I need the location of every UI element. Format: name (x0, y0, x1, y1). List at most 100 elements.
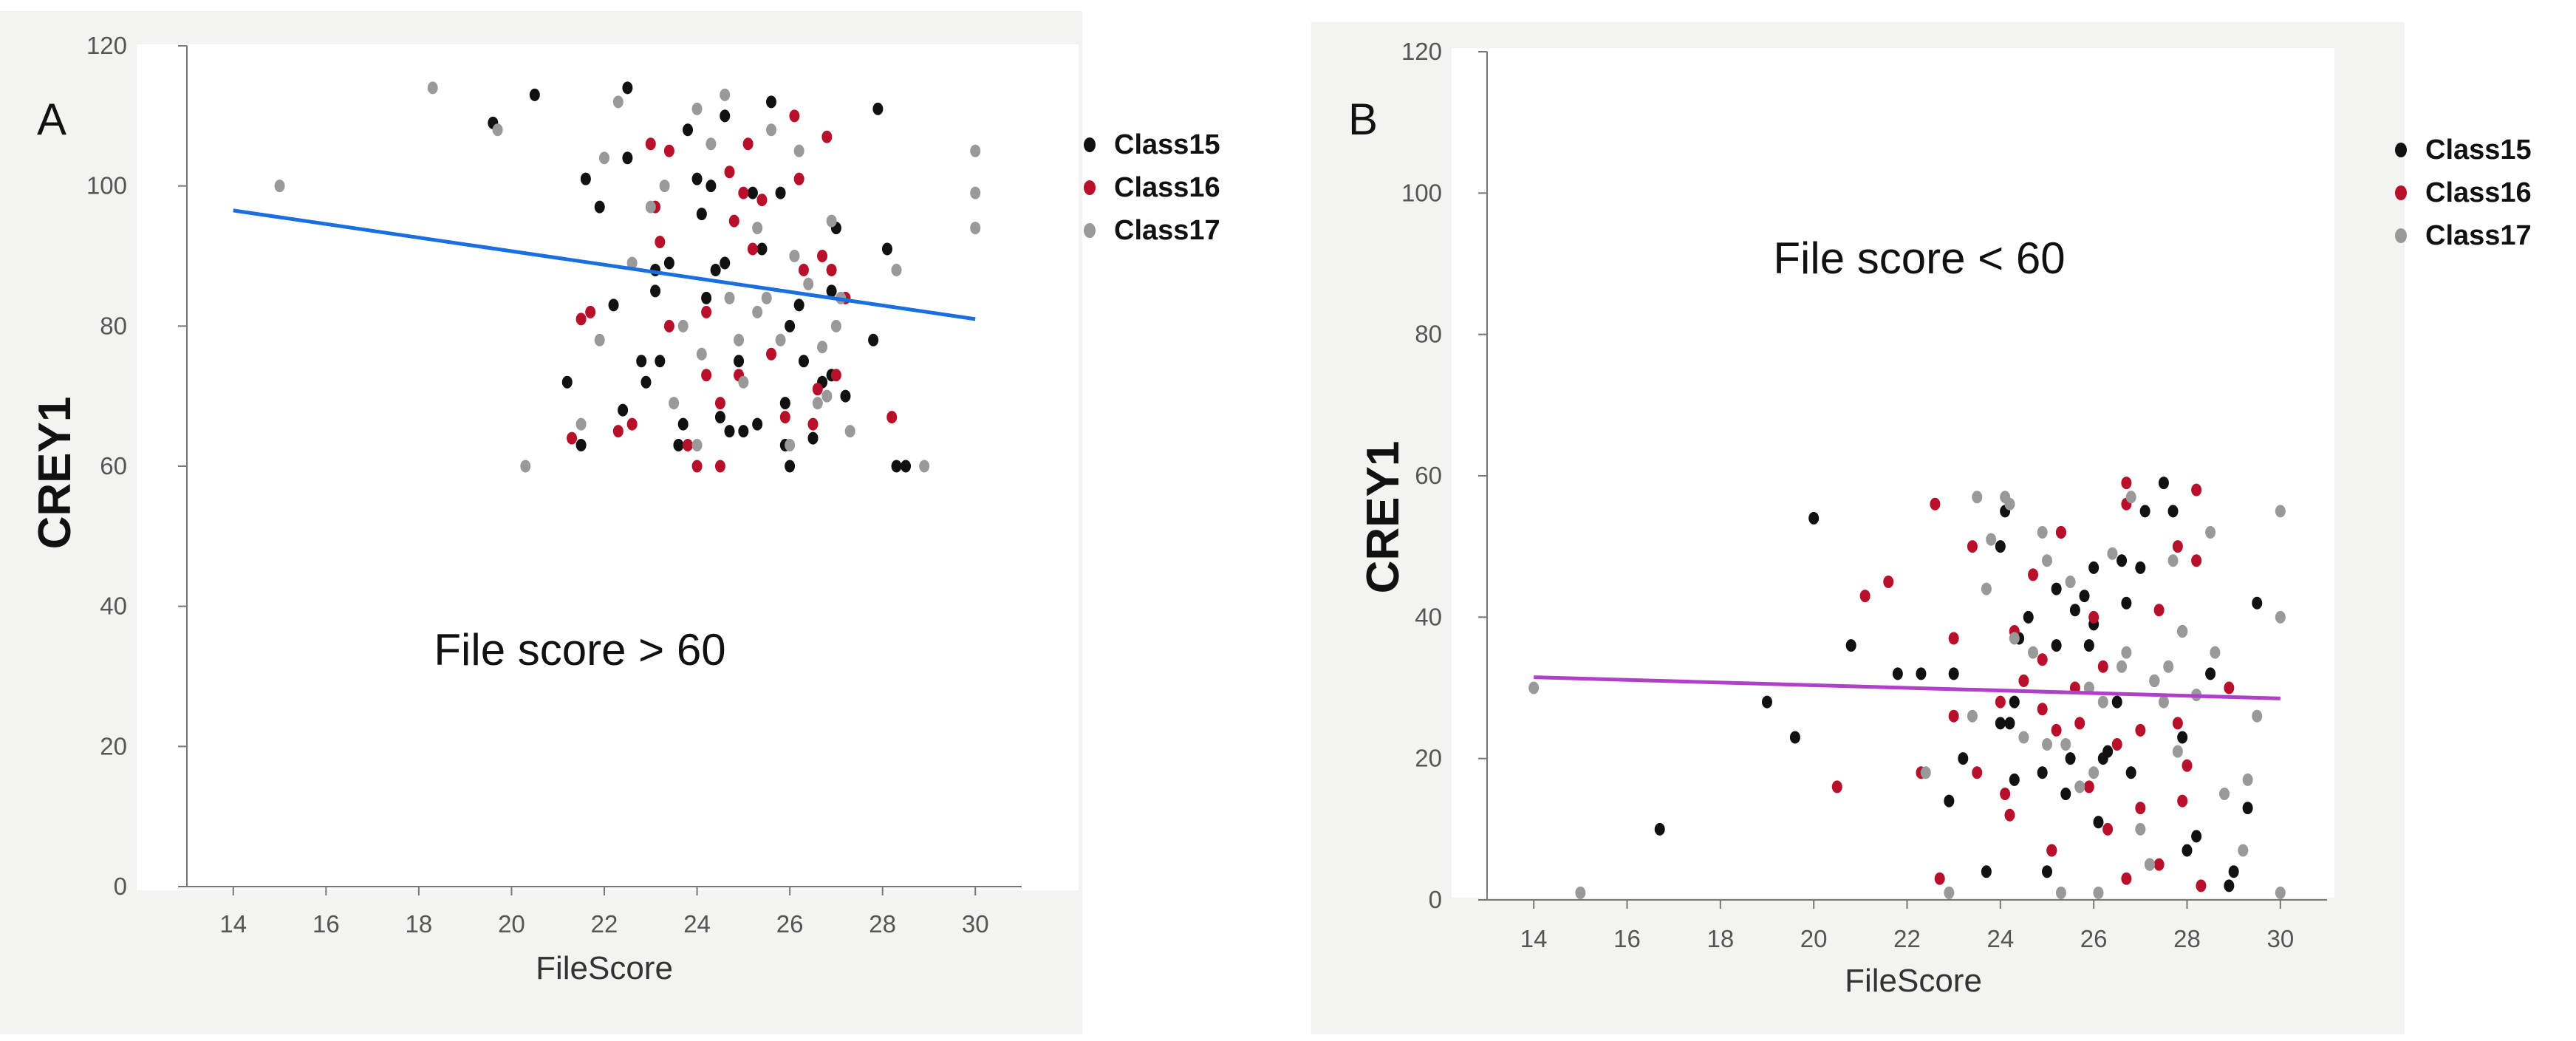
panel-b-point-class16 (2135, 723, 2146, 737)
panel-a-point-class16 (714, 460, 725, 473)
panel-b-x-tick-label: 28 (2173, 925, 2201, 952)
panel-b-x-tick-label: 20 (1800, 925, 1828, 952)
panel-a-point-class17 (734, 333, 745, 347)
panel-b-point-class15 (2060, 788, 2071, 800)
panel-a-point-class17 (612, 95, 623, 109)
panel-b-point-class17 (2097, 695, 2108, 709)
panel-a-y-tick-label: 60 (100, 452, 127, 479)
panel-b-point-class16 (1995, 695, 2006, 709)
panel-b-point-class15 (2009, 773, 2020, 786)
panel-a-point-class15 (714, 411, 725, 424)
panel-a-point-class17 (803, 277, 814, 290)
panel-a-legend-marker-class16 (1084, 180, 1096, 195)
panel-b-point-class15 (1995, 540, 2006, 553)
panel-b-point-class17 (2018, 731, 2029, 744)
panel-a-point-class15 (618, 403, 629, 417)
panel-a-point-class16 (766, 347, 776, 361)
panel-a-point-class17 (817, 341, 828, 354)
panel-b-point-class17 (2275, 505, 2286, 518)
panel-a-point-class15 (650, 284, 661, 298)
panel-b-point-class17 (1986, 533, 1997, 546)
panel-b-point-class16 (2191, 483, 2202, 496)
panel-a-point-class17 (427, 81, 438, 95)
panel-b-point-class16 (2083, 780, 2094, 793)
panel-b-point-class15 (2065, 752, 2076, 765)
panel-b-legend-label-class16: Class16 (2425, 177, 2532, 208)
panel-b-point-class16 (2191, 554, 2202, 567)
panel-a-y-tick-label: 40 (100, 593, 127, 620)
panel-b-point-class17 (2055, 886, 2066, 899)
panel-a-point-class15 (840, 389, 851, 403)
panel-b-point-class17 (2117, 660, 2128, 673)
panel-a-y-tick-label: 80 (100, 312, 127, 339)
panel-b-point-class17 (2144, 858, 2155, 871)
panel-b-point-class15 (2191, 830, 2202, 843)
panel-b-point-class17 (2042, 554, 2052, 567)
panel-b-point-class15 (2093, 816, 2104, 829)
panel-a-point-class17 (785, 439, 796, 452)
panel-b-point-class15 (2205, 667, 2216, 680)
panel-a-point-class17 (669, 397, 680, 410)
panel-b-point-class17 (2242, 773, 2253, 786)
panel-a-point-class17 (492, 123, 503, 137)
panel-b-x-tick-label: 24 (1986, 925, 2014, 952)
panel-b-point-class17 (2149, 674, 2160, 687)
panel-b-point-class17 (2167, 554, 2179, 567)
panel-b-legend-marker-class15 (2395, 143, 2407, 157)
panel-b-point-class15 (2083, 639, 2094, 652)
panel-b-point-class17 (1920, 766, 1931, 779)
panel-a-point-class16 (663, 319, 674, 332)
panel-b-point-class16 (1948, 709, 1959, 723)
panel-a-point-class17 (274, 180, 285, 193)
panel-b: 14 16 18 20 22 24 26 28 30 0 20 40 60 80 100 120 FileSco… (1348, 38, 2532, 999)
panel-a-x-axis-label: FileScore (536, 950, 673, 986)
panel-b-point-class16 (2172, 540, 2183, 553)
panel-b-point-class16 (2088, 610, 2100, 624)
panel-b-point-class15 (2079, 590, 2090, 603)
panel-b-point-class16 (2121, 477, 2132, 490)
panel-b-point-class17 (1528, 681, 1540, 694)
panel-a-y-tick-label: 100 (86, 172, 127, 199)
panel-b-point-class16 (2153, 858, 2165, 871)
panel-a-x-tick-label: 26 (776, 910, 804, 938)
panel-b-point-class17 (2065, 576, 2076, 588)
panel-b-point-class17 (2107, 547, 2118, 560)
panel-a-point-class15 (868, 333, 879, 347)
panel-a-point-class15 (807, 431, 819, 445)
panel-b-y-tick-label: 80 (1415, 321, 1442, 348)
panel-b-point-class15 (2088, 561, 2100, 574)
panel-a-point-class15 (640, 375, 652, 389)
panel-b-point-class17 (1981, 582, 1992, 595)
panel-b-point-class15 (1948, 667, 1959, 680)
panel-b-point-class16 (2182, 759, 2193, 772)
panel-a-legend-marker-class17 (1084, 223, 1096, 238)
panel-a-point-class15 (756, 242, 768, 256)
panel-b-point-class15 (2117, 554, 2128, 567)
panel-b-point-class15 (1654, 822, 1665, 836)
panel-a-point-class16 (683, 439, 693, 452)
panel-b-point-class16 (2196, 879, 2207, 892)
panel-b-x-tick-label: 16 (1613, 925, 1641, 952)
panel-a-point-class17 (599, 151, 609, 165)
panel-b-point-class15 (2158, 477, 2169, 490)
panel-b-point-class17 (2009, 632, 2020, 645)
panel-b-point-class17 (2172, 745, 2183, 758)
panel-b-point-class17 (2088, 766, 2100, 779)
panel-a: 14 16 18 20 22 24 26 28 30 0 20 40 60 80 100 120 FileSco… (30, 32, 1220, 986)
panel-b-legend-marker-class16 (2395, 185, 2407, 200)
panel-b-point-class16 (2028, 568, 2039, 581)
panel-b-point-class15 (2023, 610, 2034, 624)
panel-a-point-class16 (793, 172, 804, 185)
panel-a-point-class17 (844, 425, 855, 438)
panel-b-y-tick-label: 60 (1415, 462, 1442, 489)
panel-b-point-class17 (1575, 886, 1586, 899)
panel-a-point-class15 (710, 263, 721, 276)
panel-a-point-class15 (798, 355, 809, 368)
panel-a-x-tick-label: 28 (869, 910, 896, 938)
panel-a-point-class15 (663, 256, 674, 270)
panel-b-annotation: File score < 60 (1773, 233, 2065, 283)
panel-a-point-class15 (706, 180, 717, 193)
panel-a-point-class17 (919, 460, 930, 473)
panel-a-point-class16 (830, 369, 841, 382)
